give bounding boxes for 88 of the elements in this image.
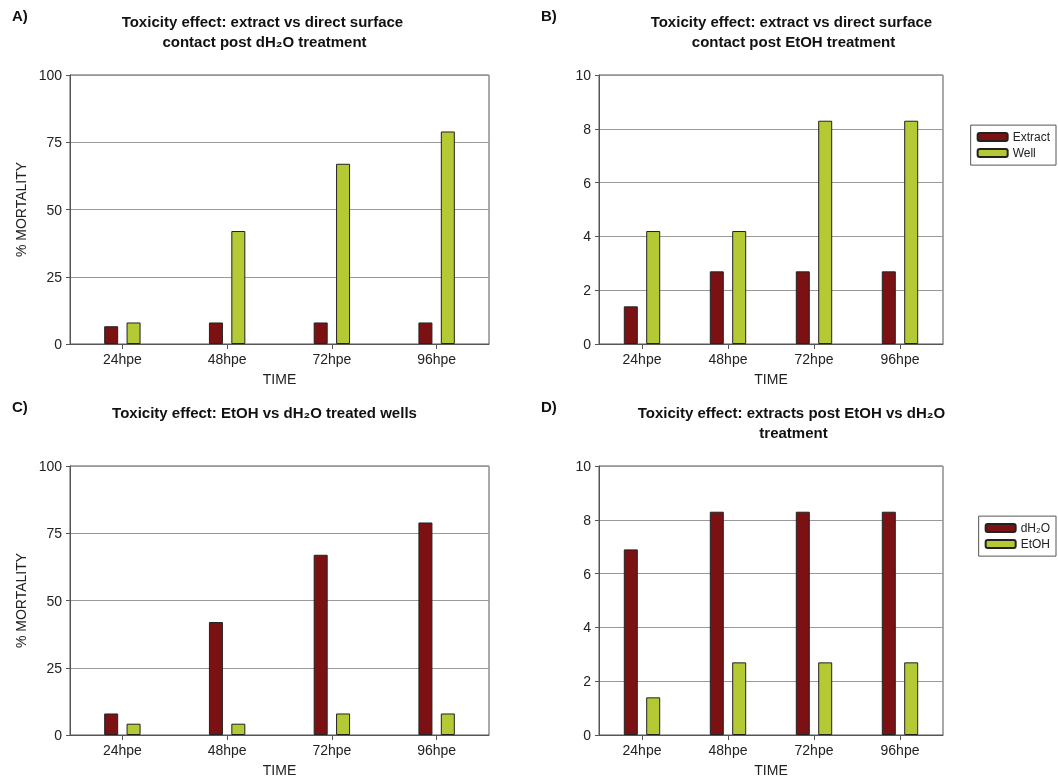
y-tick-label: 8: [583, 511, 592, 528]
bar: [231, 723, 246, 735]
bar: [795, 271, 810, 344]
y-tick-label: 100: [38, 458, 63, 474]
y-axis-title: % MORTALITY: [12, 552, 29, 649]
y-tick-label: 100: [38, 67, 63, 83]
x-tick-label: 24hpe: [102, 742, 143, 758]
y-tick-label: 2: [583, 673, 592, 690]
text: C): [12, 398, 28, 415]
y-tick-label: 75: [46, 134, 63, 151]
bar: [313, 322, 328, 344]
bar: [104, 326, 119, 344]
chart-title: Toxicity effect: extracts post EtOH vs dH₂O treatment: [637, 403, 950, 441]
bar: [904, 662, 919, 735]
text: A): [12, 7, 28, 24]
bar: [904, 120, 919, 344]
bar: [418, 522, 433, 735]
bar: [881, 271, 896, 344]
y-tick-label: 4: [583, 228, 592, 245]
bar: [818, 120, 833, 344]
bar: [795, 511, 810, 735]
legend-label: Well: [1012, 146, 1036, 161]
x-tick-label: 48hpe: [207, 742, 247, 758]
bar: [126, 723, 141, 735]
x-tick-label: 72hpe: [312, 742, 352, 758]
y-axis-title: % MORTALITY: [12, 161, 29, 258]
text: B): [541, 7, 557, 24]
y-tick-label: 75: [46, 525, 63, 542]
bar: [336, 713, 351, 735]
bar: [623, 549, 638, 735]
x-axis-title: TIME: [754, 371, 788, 387]
x-axis-title: TIME: [262, 762, 297, 778]
y-tick-label: 10: [575, 67, 592, 83]
y-tick-label: 0: [54, 727, 63, 743]
x-tick-label: 48hpe: [708, 742, 748, 758]
y-tick-label: 0: [54, 336, 63, 352]
bar: [623, 306, 638, 344]
legend-label: dH₂O: [1020, 521, 1051, 536]
chart-title: Toxicity effect: extract vs direct surface contact post EtOH treatment: [650, 12, 937, 50]
bar: [732, 231, 747, 344]
bar: [231, 231, 246, 344]
bar: [208, 322, 223, 344]
y-tick-label: 10: [575, 458, 592, 474]
x-tick-label: 48hpe: [708, 351, 748, 367]
y-tick-label: 2: [583, 282, 592, 299]
bar: [881, 511, 896, 735]
bar: [440, 713, 455, 735]
bar: [418, 322, 433, 344]
x-tick-label: 72hpe: [312, 351, 352, 367]
bar: [440, 131, 455, 344]
x-axis-title: TIME: [754, 762, 788, 778]
x-tick-label: 96hpe: [880, 742, 920, 758]
x-tick-label: 24hpe: [102, 351, 143, 367]
bar: [336, 163, 351, 344]
y-tick-label: 25: [46, 659, 63, 676]
x-tick-label: 72hpe: [794, 742, 834, 758]
y-tick-label: 25: [46, 268, 63, 285]
chart-title: Toxicity effect: extract vs direct surface contact post dH₂O treatment: [121, 12, 408, 50]
bar: [818, 662, 833, 735]
y-tick-label: 4: [583, 619, 592, 636]
x-tick-label: 24hpe: [622, 351, 662, 367]
x-tick-label: 48hpe: [207, 351, 247, 367]
legend-label: EtOH: [1020, 537, 1051, 552]
y-tick-label: 50: [46, 201, 63, 218]
bar: [646, 697, 661, 735]
bar: [104, 713, 119, 735]
x-tick-label: 72hpe: [794, 351, 834, 367]
x-tick-label: 96hpe: [880, 351, 920, 367]
bar: [208, 622, 223, 735]
x-axis-title: TIME: [262, 371, 297, 387]
bar: [313, 554, 328, 735]
y-tick-label: 6: [583, 174, 592, 191]
bar: [709, 271, 724, 344]
chart-title: Toxicity effect: EtOH vs dH₂O treated wells: [112, 403, 417, 421]
y-tick-label: 0: [583, 336, 592, 352]
x-tick-label: 96hpe: [417, 351, 457, 367]
bar: [732, 662, 747, 735]
x-tick-label: 24hpe: [622, 742, 662, 758]
y-tick-label: 0: [583, 727, 592, 743]
y-tick-label: 6: [583, 565, 592, 582]
text: D): [541, 398, 557, 415]
bar: [646, 231, 661, 344]
bar: [709, 511, 724, 735]
bar: [126, 322, 141, 344]
y-tick-label: 8: [583, 120, 592, 137]
x-tick-label: 96hpe: [417, 742, 457, 758]
y-tick-label: 50: [46, 592, 63, 609]
legend-label: Extract: [1012, 130, 1051, 145]
